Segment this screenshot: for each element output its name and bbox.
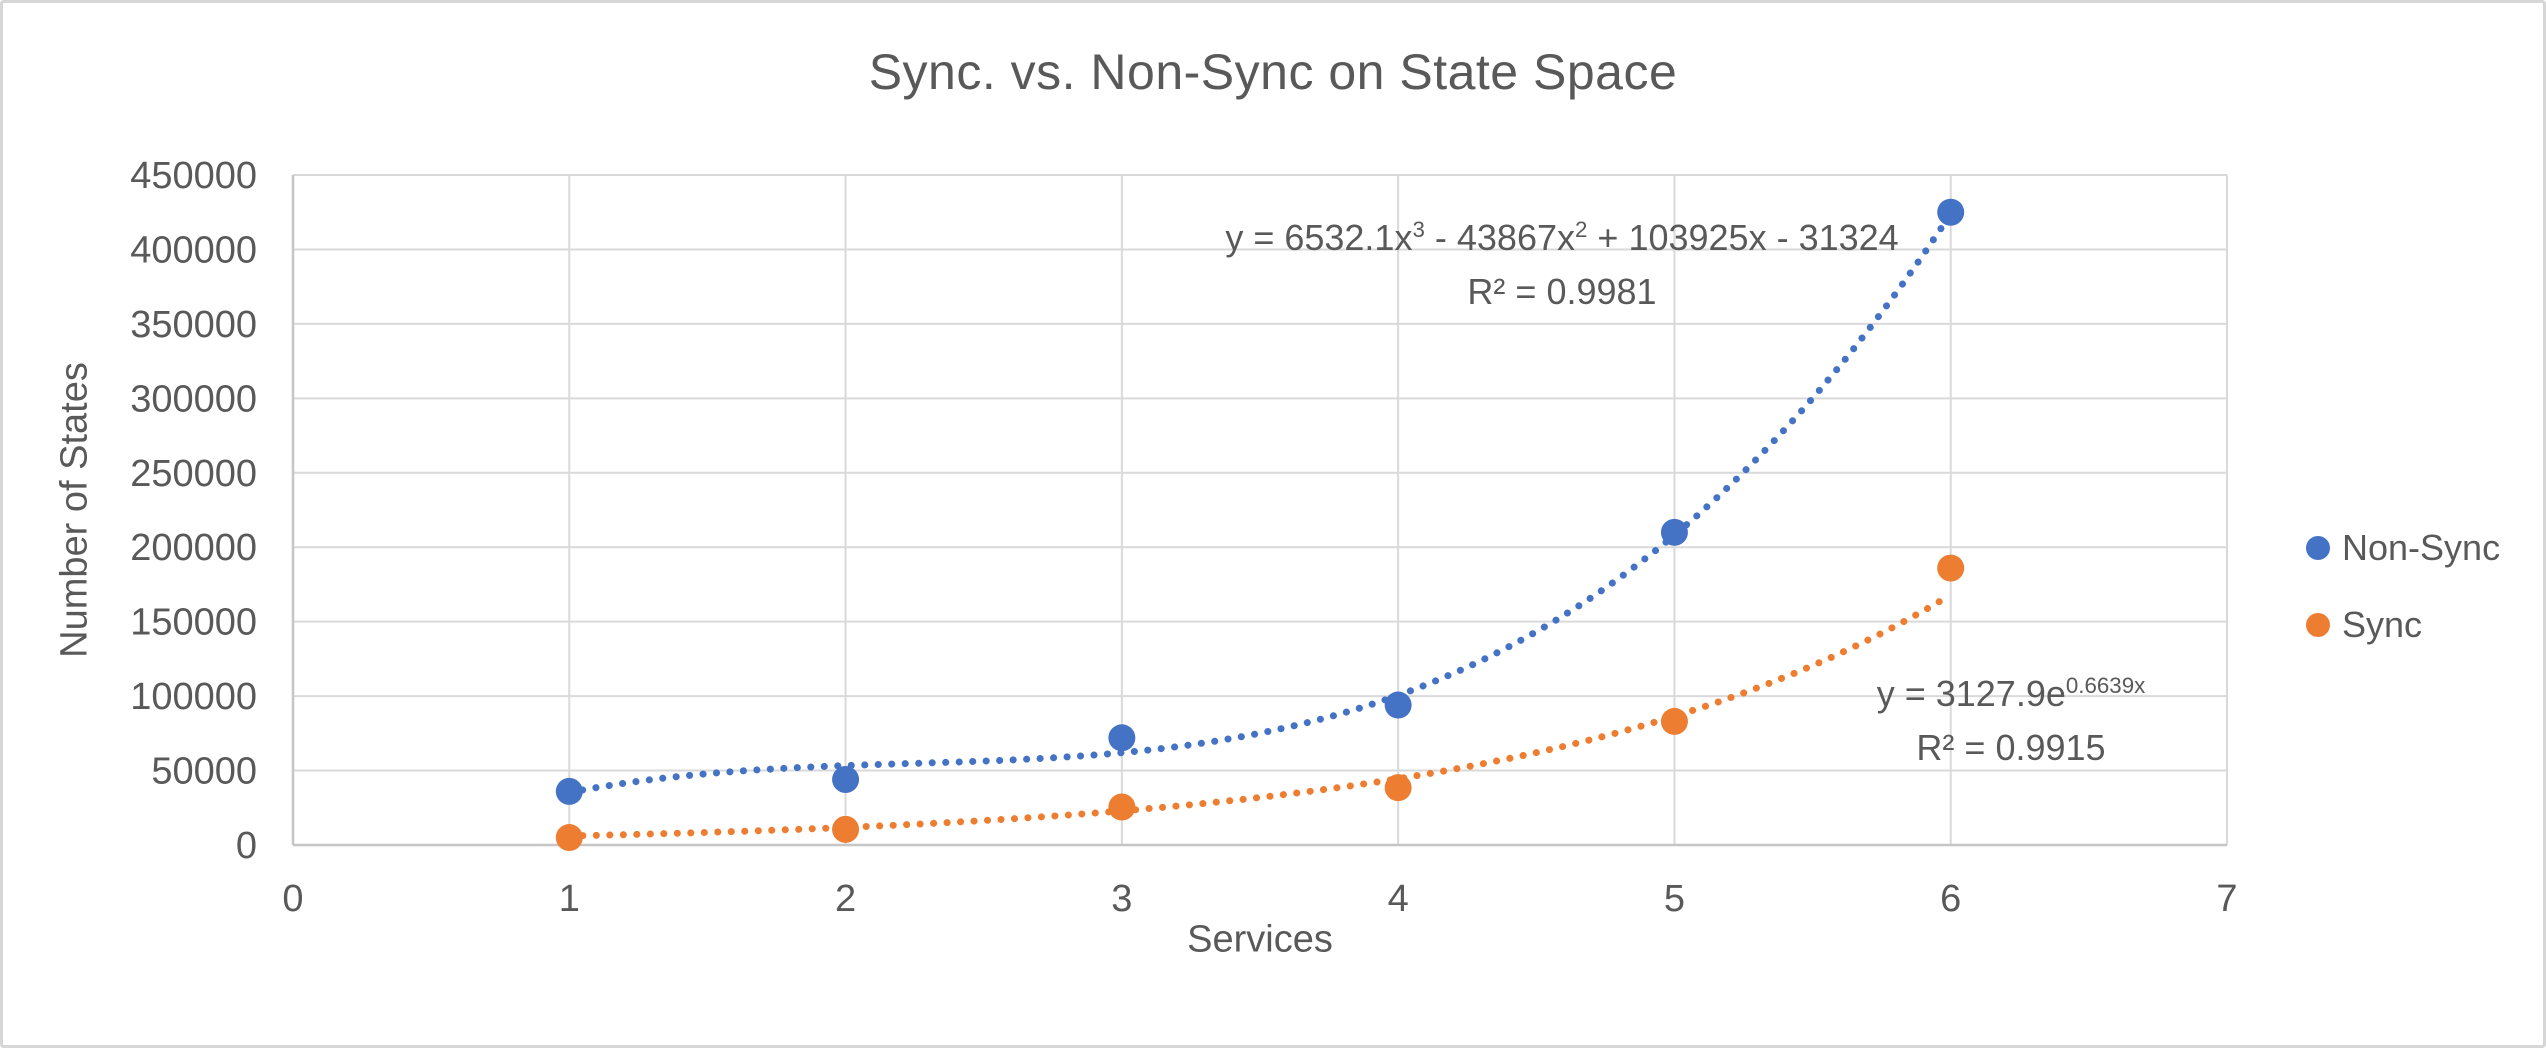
- r-squared-sync: R² = 0.9915: [1916, 727, 2106, 768]
- y-tick-label: 200000: [130, 527, 257, 569]
- trendline-formula-sync: y = 3127.9e0.6639x: [1876, 673, 2146, 714]
- data-point-sync: [555, 824, 583, 852]
- trendline-non-sync: [565, 210, 1955, 796]
- y-tick-label: 100000: [130, 676, 257, 718]
- legend-marker-sync-icon: [2306, 613, 2330, 637]
- y-tick-label: 250000: [130, 453, 257, 495]
- legend-marker-nonsync-icon: [2306, 536, 2330, 560]
- x-axis-title: Services: [1187, 918, 1333, 961]
- x-tick-label: 3: [1111, 878, 1132, 920]
- legend-label-nonsync: Non-Sync: [2342, 527, 2501, 568]
- data-point-non-sync: [1384, 691, 1412, 719]
- x-tick-label: 0: [282, 878, 303, 920]
- data-point-non-sync: [555, 777, 583, 805]
- y-axis-title: Number of States: [53, 362, 96, 658]
- data-point-sync: [1384, 774, 1412, 802]
- x-tick-label: 2: [835, 878, 856, 920]
- legend-label-sync: Sync: [2342, 604, 2423, 645]
- y-tick-label: 350000: [130, 304, 257, 346]
- trendline-sync: [565, 591, 1955, 840]
- x-tick-label: 4: [1388, 878, 1409, 920]
- y-tick-label: 450000: [130, 155, 257, 197]
- y-tick-label: 150000: [130, 602, 257, 644]
- plot-area: 0 50000 100000 150000 200000 250000 300000 3500…: [130, 155, 2237, 920]
- data-point-sync: [1660, 707, 1688, 735]
- x-tick-label: 6: [1940, 878, 1961, 920]
- r-squared-nonsync: R² = 0.9981: [1467, 271, 1657, 312]
- x-tick-label: 5: [1664, 878, 1685, 920]
- x-tick-label: 1: [559, 878, 580, 920]
- trendline-equation-nonsync: y = 6532.1x3 - 43867x2 + 103925x - 31324…: [1225, 211, 1898, 319]
- trendline-formula-nonsync: y = 6532.1x3 - 43867x2 + 103925x - 31324: [1225, 217, 1899, 258]
- data-point-non-sync: [1660, 518, 1688, 546]
- trendline-equation-sync: y = 3127.9e0.6639x R² = 0.9915: [1877, 667, 2146, 775]
- y-tick-label: 400000: [130, 229, 257, 271]
- data-point-non-sync: [832, 765, 860, 793]
- data-point-sync: [1108, 793, 1136, 821]
- x-tick-label: 7: [2216, 878, 2237, 920]
- data-point-sync: [832, 815, 860, 843]
- chart-title: Sync. vs. Non-Sync on State Space: [868, 44, 1678, 100]
- data-point-non-sync: [1937, 198, 1965, 226]
- legend: Non-Sync Sync: [2306, 527, 2500, 646]
- legend-item-sync: Sync: [2306, 604, 2500, 646]
- y-tick-label: 50000: [151, 751, 257, 793]
- legend-item-nonsync: Non-Sync: [2306, 527, 2500, 569]
- y-tick-label: 0: [236, 825, 257, 867]
- data-point-sync: [1937, 554, 1965, 582]
- data-point-non-sync: [1108, 724, 1136, 752]
- y-tick-label: 300000: [130, 378, 257, 420]
